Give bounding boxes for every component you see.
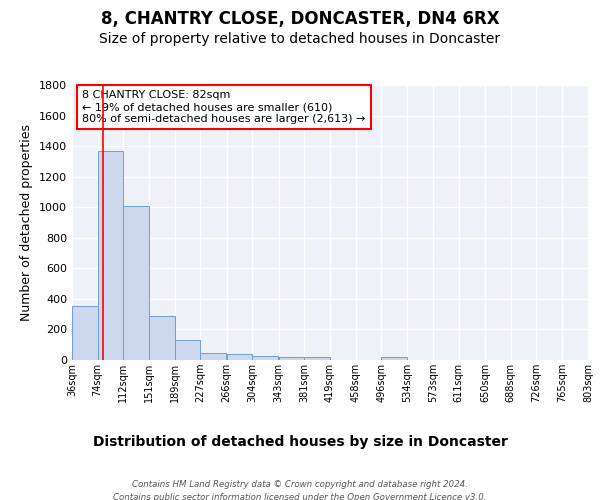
Bar (200, 353, 226, 360)
Bar (98, 150, 123, 360)
Bar (123, 206, 149, 360)
Text: Size of property relative to detached houses in Doncaster: Size of property relative to detached ho… (100, 32, 500, 46)
Text: Distribution of detached houses by size in Doncaster: Distribution of detached houses by size … (92, 435, 508, 449)
Text: 8 CHANTRY CLOSE: 82sqm
← 19% of detached houses are smaller (610)
80% of semi-de: 8 CHANTRY CLOSE: 82sqm ← 19% of detached… (82, 90, 365, 124)
Text: 8, CHANTRY CLOSE, DONCASTER, DN4 6RX: 8, CHANTRY CLOSE, DONCASTER, DN4 6RX (101, 10, 499, 28)
Y-axis label: Number of detached properties: Number of detached properties (20, 124, 34, 321)
Bar (382, 357, 407, 360)
Bar (278, 357, 304, 360)
Bar (175, 340, 200, 360)
Bar (227, 354, 252, 360)
Text: Contains HM Land Registry data © Crown copyright and database right 2024.
Contai: Contains HM Land Registry data © Crown c… (113, 480, 487, 500)
Bar (72, 306, 98, 360)
Bar (149, 316, 175, 360)
Bar (252, 356, 278, 360)
Bar (304, 357, 329, 360)
